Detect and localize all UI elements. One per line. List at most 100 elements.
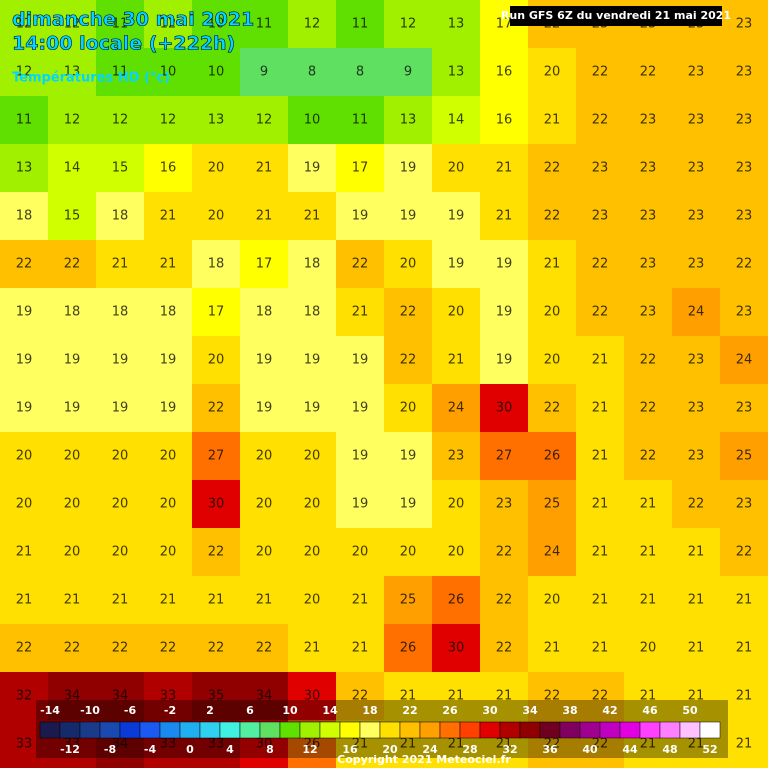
grid-cell <box>624 384 673 433</box>
cell-value: 22 <box>496 593 513 608</box>
cell-value: 15 <box>64 209 81 224</box>
cell-value: 18 <box>112 305 129 320</box>
grid-cell <box>720 288 768 337</box>
cell-value: 11 <box>16 113 33 128</box>
grid-cell <box>336 0 385 49</box>
grid-cell <box>288 624 337 673</box>
cell-value: 21 <box>304 641 321 656</box>
scale-swatch <box>239 721 261 739</box>
grid-cell <box>48 528 97 577</box>
cell-value: 10 <box>208 65 225 80</box>
grid-cell <box>720 576 768 625</box>
grid-cell <box>624 48 673 97</box>
grid-cell <box>384 336 433 385</box>
cell-value: 21 <box>160 593 177 608</box>
scale-label: 24 <box>422 743 438 756</box>
grid-cell <box>528 336 577 385</box>
scale-swatch <box>619 721 641 739</box>
cell-value: 19 <box>496 257 513 272</box>
cell-value: 20 <box>208 161 225 176</box>
grid-cell <box>0 480 49 529</box>
grid-cell <box>48 288 97 337</box>
grid-cell <box>240 480 289 529</box>
cell-value: 13 <box>448 17 465 32</box>
cell-value: 21 <box>448 737 465 752</box>
cell-value: 19 <box>400 209 417 224</box>
grid-cell <box>720 336 768 385</box>
grid-cell <box>336 432 385 481</box>
cell-value: 21 <box>112 257 129 272</box>
scale-label: 44 <box>622 743 638 756</box>
grid-cell <box>384 192 433 241</box>
map-subtitle: 14:00 locale (+222h) <box>12 33 235 55</box>
cell-value: 23 <box>688 257 705 272</box>
grid-cell <box>432 0 481 49</box>
cell-value: 21 <box>16 545 33 560</box>
cell-value: 16 <box>496 65 513 80</box>
cell-value: 20 <box>160 545 177 560</box>
cell-value: 20 <box>160 497 177 512</box>
scale-swatch <box>339 721 361 739</box>
cell-value: 22 <box>400 353 417 368</box>
cell-value: 23 <box>496 497 513 512</box>
grid-cell <box>0 240 49 289</box>
cell-value: 23 <box>736 497 753 512</box>
grid-cell <box>480 480 529 529</box>
scale-swatch <box>479 721 501 739</box>
grid-cell <box>528 624 577 673</box>
cell-value: 19 <box>256 353 273 368</box>
grid-cell <box>576 432 625 481</box>
cell-value: 20 <box>256 497 273 512</box>
cell-value: 26 <box>304 737 321 752</box>
grid-cell <box>384 672 433 721</box>
grid-cell <box>48 672 97 721</box>
cell-value: 12 <box>256 113 273 128</box>
cell-value: 10 <box>304 113 321 128</box>
grid-cell <box>624 528 673 577</box>
cell-value: 21 <box>448 689 465 704</box>
grid-cell <box>288 480 337 529</box>
grid-cell <box>0 144 49 193</box>
cell-value: 11 <box>352 113 369 128</box>
cell-value: 21 <box>592 497 609 512</box>
cell-value: 19 <box>304 401 321 416</box>
grid-cell <box>432 624 481 673</box>
grid-cell <box>144 624 193 673</box>
grid-cell <box>720 48 768 97</box>
scale-label: 36 <box>542 743 558 756</box>
cell-value: 20 <box>112 497 129 512</box>
run-label: Run GFS 6Z du vendredi 21 mai 2021 <box>501 9 731 22</box>
scale-swatch <box>99 721 121 739</box>
cell-value: 21 <box>640 545 657 560</box>
cell-value: 21 <box>592 353 609 368</box>
cell-value: 13 <box>448 65 465 80</box>
grid-cell <box>720 0 768 49</box>
cell-value: 27 <box>496 449 513 464</box>
cell-value: 20 <box>256 545 273 560</box>
cell-value: 21 <box>544 257 561 272</box>
cell-value: 21 <box>160 257 177 272</box>
scale-label: 10 <box>282 704 298 717</box>
cell-value: 21 <box>208 593 225 608</box>
grid-cell <box>192 288 241 337</box>
cell-value: 23 <box>736 305 753 320</box>
scale-swatch <box>359 721 381 739</box>
grid-cell <box>672 288 721 337</box>
grid-cell <box>96 0 145 49</box>
grid-cell <box>240 240 289 289</box>
scale-swatch <box>499 721 521 739</box>
cell-value: 15 <box>112 161 129 176</box>
grid-cell <box>144 384 193 433</box>
cell-value: 13 <box>64 65 81 80</box>
cell-value: 22 <box>736 545 753 560</box>
grid-cell <box>96 432 145 481</box>
scale-swatch <box>139 721 161 739</box>
scale-swatch <box>79 721 101 739</box>
cell-value: 21 <box>736 593 753 608</box>
scale-label: 22 <box>402 704 417 717</box>
scale-label: 30 <box>482 704 498 717</box>
grid-cell <box>96 96 145 145</box>
grid-cell <box>336 576 385 625</box>
cell-value: 23 <box>688 449 705 464</box>
grid-cell <box>432 576 481 625</box>
